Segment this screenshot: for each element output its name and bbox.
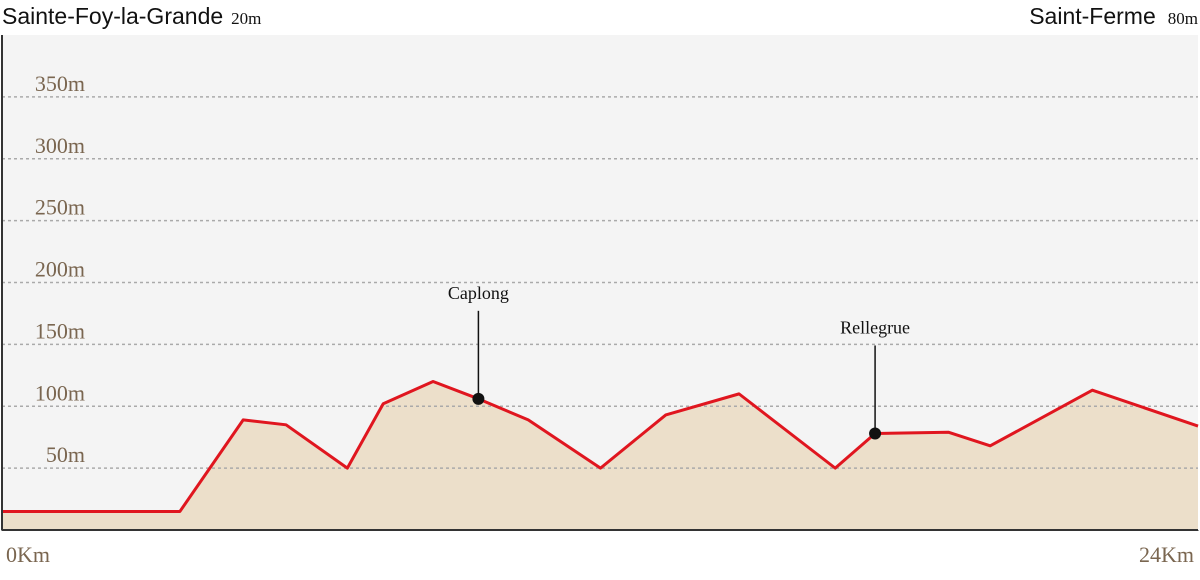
end-elevation: 80m	[1168, 9, 1198, 28]
x-tick-label: 0Km	[6, 542, 50, 567]
marker-point	[472, 392, 485, 405]
y-tick-label: 50m	[46, 442, 85, 467]
elevation-line	[2, 380, 1199, 513]
y-tick-label: 350m	[35, 71, 85, 96]
y-tick-label: 150m	[35, 318, 85, 343]
y-tick-label: 100m	[35, 380, 85, 405]
y-tick-label: 200m	[35, 257, 85, 282]
elevation-area	[2, 381, 1198, 530]
x-tick-label: 24Km	[1139, 542, 1194, 567]
marker-label: Rellegrue	[840, 317, 910, 337]
y-tick-label: 250m	[35, 195, 85, 220]
start-name: Sainte-Foy-la-Grande	[2, 3, 223, 29]
y-tick-label: 300m	[35, 133, 85, 158]
end-name: Saint-Ferme	[1029, 3, 1156, 29]
start-elevation: 20m	[231, 9, 261, 28]
marker-label: Caplong	[448, 283, 509, 303]
marker-point	[869, 427, 882, 440]
